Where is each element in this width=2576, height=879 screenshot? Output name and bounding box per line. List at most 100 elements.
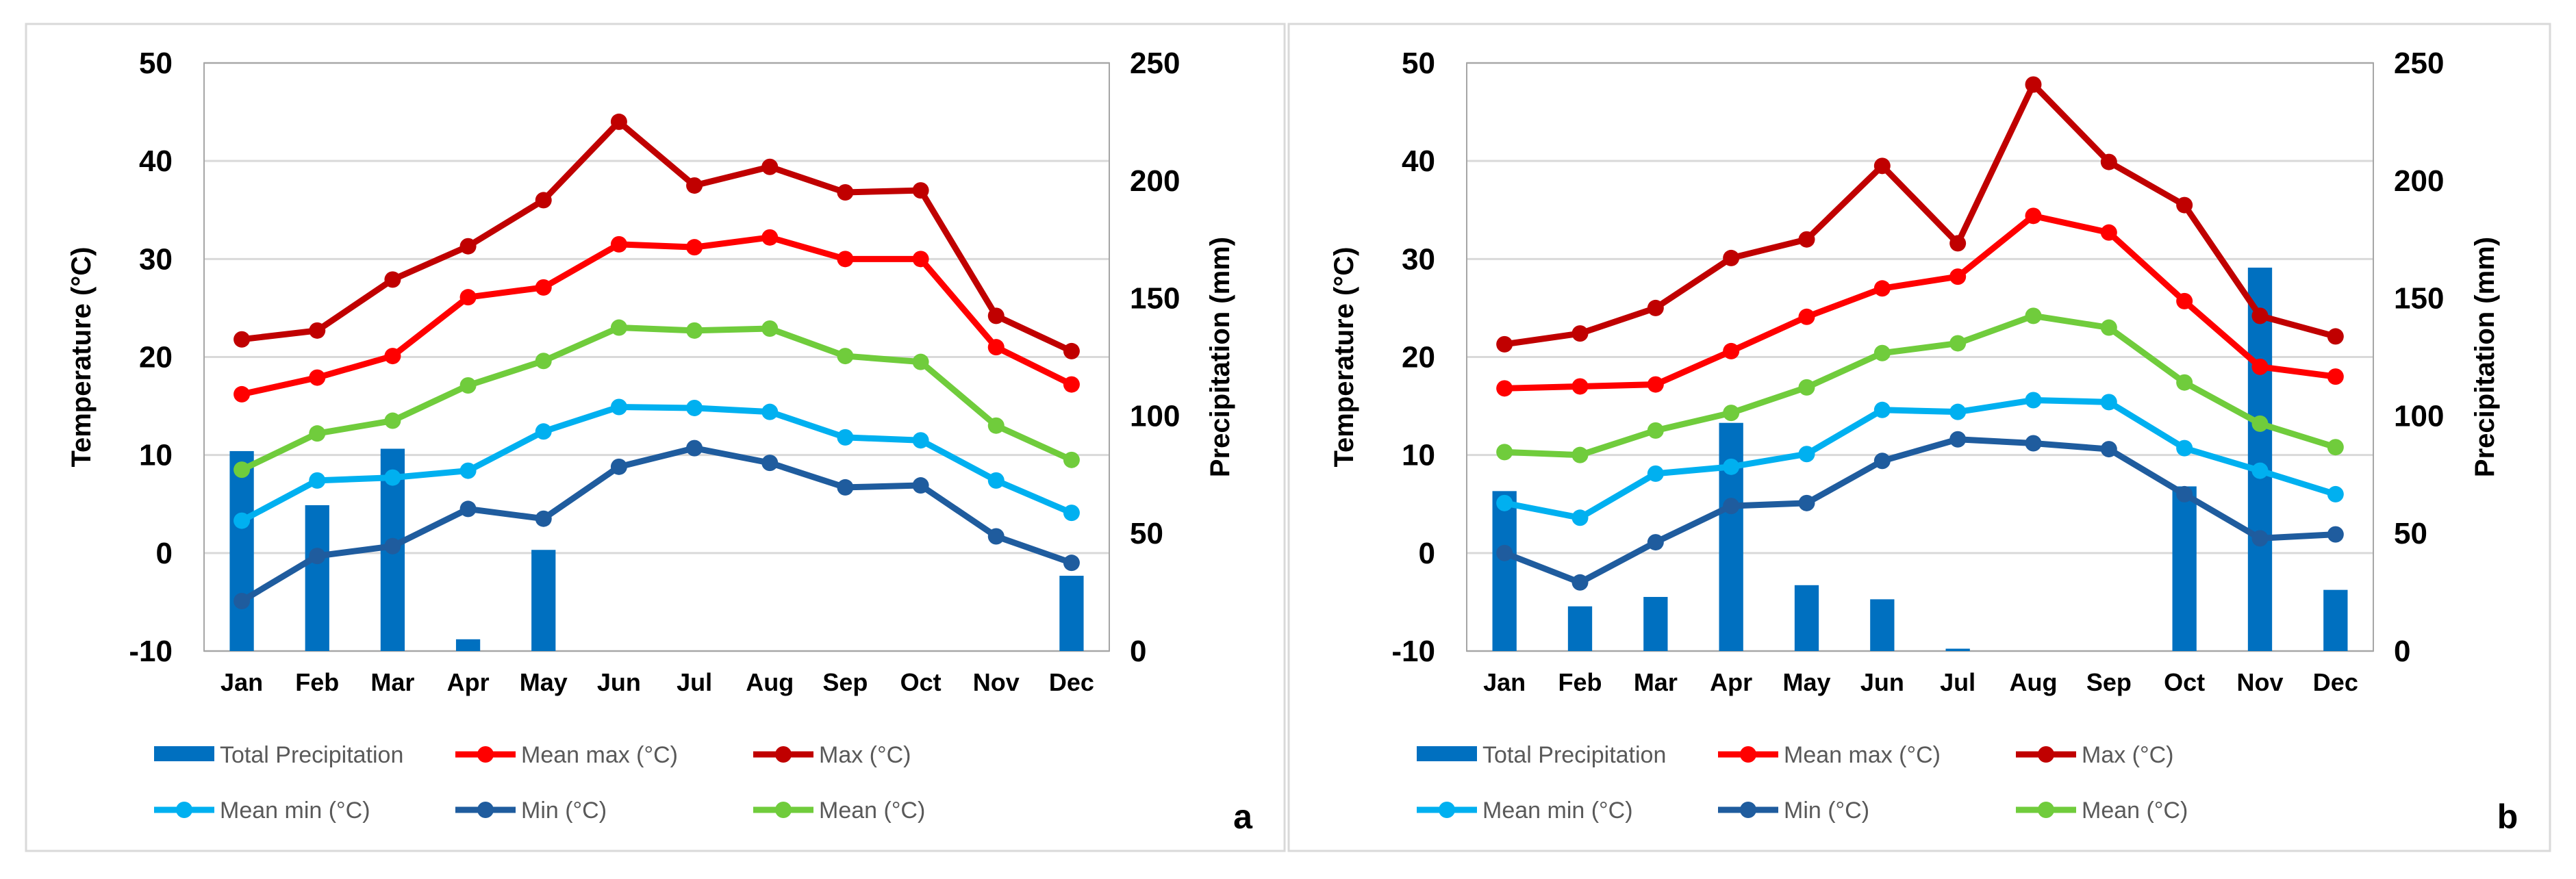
- legend-label: Mean max (°C): [1784, 742, 1941, 768]
- precip-bar: [1719, 422, 1743, 651]
- series-point-max-c: [912, 182, 929, 199]
- series-point-mean-c: [459, 377, 477, 394]
- y2-tick-label: 250: [1130, 47, 1180, 80]
- precip-bar: [2172, 486, 2197, 651]
- series-point-mean-max-c: [1873, 280, 1891, 297]
- legend-item-mean-min-c: Mean min (°C): [1417, 798, 1633, 824]
- series-line-max-c: [241, 118, 1073, 354]
- legend-label: Max (°C): [819, 742, 911, 768]
- series-point-mean-c: [1496, 444, 1513, 461]
- y-axis-title: Temperature (°C): [66, 247, 97, 468]
- legend-item-mean-max-c: Mean max (°C): [455, 742, 678, 768]
- x-tick-label: Jun: [1860, 668, 1904, 696]
- series-point-mean-max-c: [535, 279, 552, 296]
- series-point-mean-max-c: [233, 385, 251, 403]
- precip-bar: [229, 450, 254, 651]
- precip-bar: [305, 505, 329, 651]
- precip-bar: [1492, 491, 1517, 651]
- y-tick-label: 20: [139, 341, 173, 374]
- series-point-mean-max-c: [2100, 224, 2117, 241]
- legend-item-mean-min-c: Mean min (°C): [154, 798, 370, 824]
- series-point-max-c: [233, 331, 251, 348]
- series-point-min-c: [2251, 530, 2269, 547]
- series-point-mean-max-c: [1798, 308, 1815, 325]
- series-point-min-c: [1571, 574, 1589, 591]
- series-point-min-c: [1723, 498, 1740, 515]
- series-point-mean-min-c: [1873, 401, 1891, 418]
- legend-item-mean-c: Mean (°C): [2016, 798, 2188, 824]
- plot-area: [203, 62, 1110, 652]
- panel-border: [1287, 23, 2551, 852]
- series-point-max-c: [1798, 231, 1815, 248]
- series-point-mean-max-c: [1723, 342, 1740, 359]
- legend-label: Total Precipitation: [220, 742, 403, 768]
- x-tick-label: Jan: [220, 668, 263, 696]
- series-point-mean-min-c: [535, 423, 552, 440]
- x-tick-label: Feb: [1558, 668, 1602, 696]
- legend-marker: [176, 802, 192, 818]
- series-point-min-c: [2327, 526, 2344, 543]
- series-point-mean-c: [2176, 374, 2193, 391]
- y-tick-label: 50: [1402, 47, 1435, 80]
- series-point-min-c: [912, 477, 929, 494]
- series-point-mean-c: [309, 425, 326, 442]
- x-tick-label: May: [1782, 668, 1830, 696]
- series-point-mean-min-c: [761, 403, 779, 420]
- legend-marker: [477, 802, 494, 818]
- series-point-mean-min-c: [610, 398, 627, 416]
- series-point-min-c: [761, 455, 779, 472]
- legend-label: Min (°C): [1784, 798, 1869, 824]
- x-tick-label: May: [520, 668, 568, 696]
- panel-label: a: [1233, 798, 1253, 836]
- series-point-mean-c: [987, 417, 1005, 434]
- y-tick-label: 30: [1402, 242, 1435, 276]
- precip-bar: [1870, 599, 1895, 651]
- series-point-mean-max-c: [2251, 358, 2269, 375]
- legend-label: Min (°C): [521, 798, 607, 824]
- legend-item-min-c: Min (°C): [455, 798, 607, 824]
- series-point-mean-c: [1873, 344, 1891, 361]
- series-point-max-c: [535, 192, 552, 209]
- x-tick-label: Sep: [2086, 668, 2132, 696]
- series-point-max-c: [1571, 325, 1589, 342]
- y2-tick-label: 50: [1130, 517, 1163, 550]
- series-point-mean-min-c: [309, 472, 326, 489]
- series-point-mean-max-c: [987, 339, 1005, 356]
- series-point-mean-min-c: [1496, 494, 1513, 511]
- x-tick-label: Feb: [295, 668, 339, 696]
- series-point-min-c: [535, 510, 552, 527]
- series-point-mean-max-c: [459, 289, 477, 306]
- series-line-max-c: [1504, 81, 2337, 348]
- y-tick-label: -10: [1391, 635, 1435, 668]
- series-point-mean-min-c: [2251, 462, 2269, 479]
- series-line-mean-c: [240, 324, 1073, 473]
- series-point-min-c: [1063, 555, 1080, 572]
- precip-bar: [2247, 267, 2273, 651]
- series-point-mean-min-c: [233, 512, 251, 529]
- y-tick-label: 30: [139, 242, 173, 276]
- legend-label: Mean min (°C): [1482, 798, 1633, 824]
- series-line-min-c: [240, 445, 1073, 604]
- series-line-mean-min-c: [240, 404, 1073, 524]
- y2-tick-label: 200: [1130, 164, 1180, 198]
- precip-bar: [1794, 585, 1819, 651]
- legend-marker: [775, 802, 792, 818]
- series-point-mean-min-c: [1798, 446, 1815, 463]
- y-tick-label: -10: [129, 635, 173, 668]
- series-point-mean-max-c: [309, 369, 326, 386]
- series-point-max-c: [2251, 307, 2269, 324]
- series-line-mean-max-c: [241, 234, 1073, 398]
- series-point-mean-c: [384, 412, 401, 429]
- series-point-min-c: [384, 537, 401, 555]
- y2-tick-label: 100: [2394, 399, 2444, 433]
- series-point-mean-min-c: [1647, 465, 1664, 482]
- x-tick-label: Jun: [597, 668, 641, 696]
- panel-label: b: [2497, 798, 2518, 836]
- legend-item-max-c: Max (°C): [2016, 742, 2173, 768]
- y-tick-label: 0: [156, 537, 173, 570]
- series-point-mean-min-c: [912, 432, 929, 449]
- legend-item-total-precipitation: Total Precipitation: [1417, 742, 1666, 768]
- series-point-mean-max-c: [384, 348, 401, 365]
- series-point-mean-c: [837, 348, 854, 365]
